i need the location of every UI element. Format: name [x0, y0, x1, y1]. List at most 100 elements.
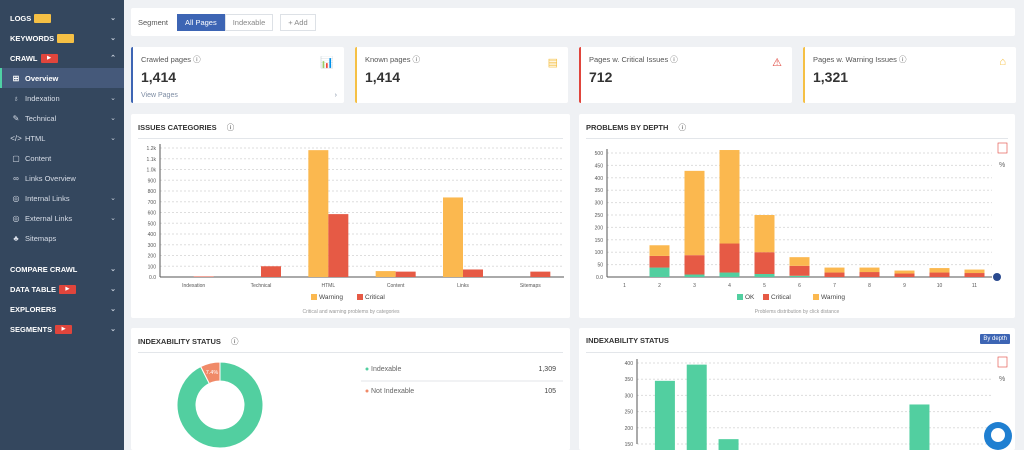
chevron-down-icon: ⌄	[110, 286, 116, 293]
y-tick-label: 300	[148, 243, 157, 249]
sidebar-item-label: Internal Links	[25, 193, 70, 203]
card-title: PROBLEMS BY DEPTH	[586, 123, 669, 132]
sidebar-item-sitemaps[interactable]: ♣ Sitemaps	[0, 228, 124, 248]
bar-warning	[859, 267, 880, 273]
segment-label: Segment	[138, 17, 169, 27]
y-tick-label: 700	[148, 200, 157, 206]
y-tick-label: 200	[625, 426, 634, 432]
y-tick-label: 300	[625, 393, 634, 399]
bar-warning	[308, 150, 329, 277]
chart-caption: Critical and warning problems by categor…	[303, 309, 400, 315]
x-tick-label: Content	[387, 283, 405, 289]
x-tick-label: HTML	[322, 283, 336, 289]
bar-warning	[649, 245, 670, 256]
sidebar-section-compare-crawl[interactable]: COMPARE CRAWL ⌄	[0, 259, 124, 279]
add-segment-button[interactable]: + Add	[280, 13, 316, 31]
sidebar-item-internal-links[interactable]: ◎ Internal Links ⌄	[0, 188, 124, 208]
bar-ok	[719, 272, 740, 277]
kpi-value: 1,414	[141, 69, 177, 85]
percent-toggle: %	[999, 376, 1005, 383]
sidebar-item-icon: ◎	[12, 213, 20, 223]
sidebar-section-crawl[interactable]: CRAWL ▶ ⌃	[0, 48, 124, 68]
sidebar-item-label: HTML	[25, 133, 46, 143]
y-tick-label: 0.0	[149, 275, 156, 281]
sidebar-item-external-links[interactable]: ◎ External Links ⌄	[0, 208, 124, 228]
sidebar-section-logs[interactable]: LOGS beta ⌄	[0, 8, 124, 28]
y-tick-label: 1.2k	[147, 146, 157, 152]
legend-dot	[365, 367, 369, 371]
view-pages-link[interactable]: View Pages	[141, 92, 178, 99]
legend-value: 105	[544, 388, 556, 395]
info-icon[interactable]: ⓘ	[231, 337, 239, 346]
x-tick-label: 6	[798, 283, 801, 289]
y-tick-label: 50	[597, 263, 603, 269]
bar-critical	[719, 243, 740, 273]
donut-slice-indexable	[176, 361, 264, 449]
sidebar-section-keywords[interactable]: KEYWORDS beta ⌄	[0, 28, 124, 48]
sidebar-item-label: External Links	[25, 213, 73, 223]
sidebar-item-links-overview[interactable]: ∞ Links Overview	[0, 168, 124, 188]
sidebar-item-content[interactable]: ▢ Content	[0, 148, 124, 168]
slice-label: 7.4%	[206, 370, 219, 376]
section-badge: ▶	[55, 324, 73, 334]
sidebar-section-explorers[interactable]: EXPLORERS ⌄	[0, 299, 124, 319]
percent-toggle: %	[999, 162, 1005, 169]
by-depth-button[interactable]: By depth	[980, 334, 1010, 344]
x-tick-label: 7	[833, 283, 836, 289]
bar-critical	[684, 255, 705, 275]
info-icon[interactable]: ⓘ	[226, 123, 235, 132]
kpi-card: Pages w. Critical Issues ⓘ 712 ⚠	[579, 47, 792, 103]
sidebar-item-technical[interactable]: ✎ Technical ⌄	[0, 108, 124, 128]
sidebar-section-segments[interactable]: SEGMENTS ▶ ⌄	[0, 319, 124, 339]
indexability-status-card: INDEXABILITY STATUS ⓘ 7.4% Indexable 1,309…	[131, 328, 570, 450]
bar-critical	[859, 272, 880, 277]
bar-ok	[789, 275, 810, 277]
chevron-up-icon: ⌃	[110, 55, 116, 62]
chevron-down-icon: ⌄	[110, 15, 116, 22]
section-badge: beta	[34, 13, 52, 23]
bar-critical	[824, 272, 845, 277]
legend-swatch	[357, 294, 363, 300]
kpi-card: Pages w. Warning Issues ⓘ 1,321 ⌂	[803, 47, 1016, 103]
y-tick-label: 250	[595, 213, 604, 219]
y-tick-label: 500	[148, 221, 157, 227]
chat-button[interactable]	[984, 422, 1012, 450]
y-tick-label: 150	[625, 442, 634, 448]
y-tick-label: 400	[595, 176, 604, 182]
y-tick-label: 400	[148, 232, 157, 238]
sidebar-item-indexation[interactable]: ♁ Indexation ⌄	[0, 88, 124, 108]
bar-critical	[789, 265, 810, 276]
y-tick-label: 200	[595, 225, 604, 231]
sidebar-section-data-table[interactable]: DATA TABLE ▶ ⌄	[0, 279, 124, 299]
legend-label: Not Indexable	[371, 388, 414, 395]
bar-critical	[929, 272, 950, 277]
section-label: CRAWL	[10, 53, 38, 63]
x-tick-label: 2	[658, 283, 661, 289]
bar-ok	[684, 274, 705, 277]
sidebar-item-html[interactable]: </> HTML ⌄	[0, 128, 124, 148]
x-tick-label: 11	[972, 283, 977, 289]
chevron-down-icon: ⌄	[110, 135, 116, 142]
indexability-by-depth-card: INDEXABILITY STATUS By depth 150 200 250 30…	[579, 328, 1015, 450]
legend-swatch	[813, 294, 819, 300]
legend-value: 1,309	[538, 366, 556, 373]
section-label: KEYWORDS	[10, 33, 55, 43]
sidebar-item-overview[interactable]: ⊞ Overview	[0, 68, 124, 88]
sidebar-item-icon: ♁	[13, 93, 19, 103]
bar-indexable	[909, 404, 930, 450]
x-tick-label: Links	[457, 283, 469, 289]
kpi-label: Pages w. Warning Issues ⓘ	[813, 55, 907, 64]
issues-categories-card: ISSUES CATEGORIES ⓘ 0.0 100 200 300 400 500 60…	[131, 114, 570, 318]
y-tick-label: 900	[148, 178, 157, 184]
kpi-value: 1,414	[365, 69, 401, 85]
info-icon[interactable]: ⓘ	[678, 123, 686, 132]
segment-indexable[interactable]: Indexable	[224, 13, 274, 31]
bar-critical	[463, 269, 483, 277]
bar-warning	[894, 270, 915, 274]
chevron-right-icon[interactable]: ›	[334, 92, 337, 99]
section-badge: ▶	[58, 284, 76, 294]
bar-warning	[929, 268, 950, 273]
y-tick-label: 450	[595, 163, 604, 169]
segment-all-pages[interactable]: All Pages	[177, 13, 225, 31]
x-tick-label: 5	[763, 283, 766, 289]
